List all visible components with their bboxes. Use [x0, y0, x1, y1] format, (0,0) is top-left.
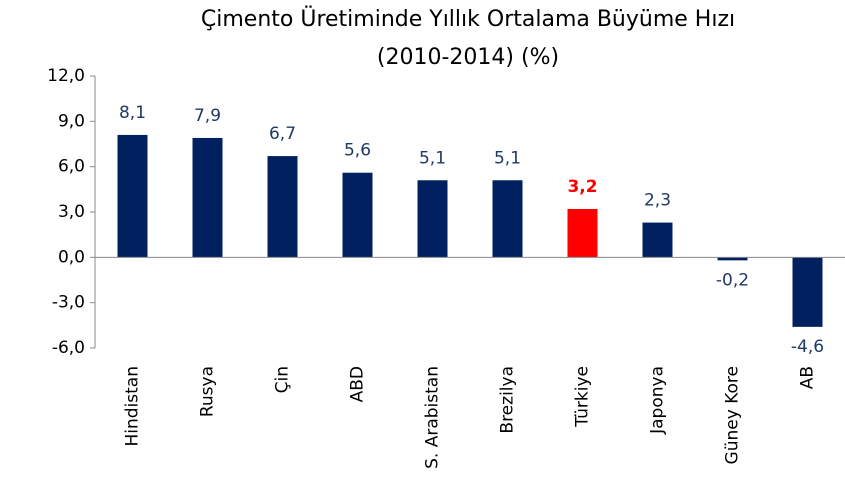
bar	[267, 156, 298, 258]
x-tick-label: Hindistan	[123, 366, 143, 447]
bar	[117, 134, 148, 258]
x-tick-label: Rusya	[198, 366, 218, 417]
x-tick-label: Türkiye	[573, 366, 593, 428]
chart-title: Çimento Üretiminde Yıllık Ortalama Büyüm…	[201, 6, 735, 32]
y-tick-label: 9,0	[58, 111, 85, 131]
y-tick-label: 0,0	[58, 247, 85, 267]
value-label: 5,6	[344, 141, 371, 161]
bar	[642, 222, 673, 258]
value-label: 7,9	[194, 106, 221, 126]
bar	[492, 180, 523, 258]
y-tick-label: 6,0	[58, 157, 85, 177]
x-tick-label: Japonya	[648, 366, 668, 435]
value-label: -4,6	[791, 337, 824, 357]
value-label: 5,1	[494, 148, 521, 168]
x-tick-label: S. Arabistan	[423, 366, 443, 469]
value-label: 2,3	[644, 191, 671, 211]
bar	[567, 208, 598, 258]
value-label: 8,1	[119, 103, 146, 123]
y-tick-label: -6,0	[52, 338, 85, 358]
x-tick-label: Çin	[273, 366, 293, 393]
bar	[792, 257, 823, 327]
value-label: 3,2	[567, 177, 597, 197]
value-label: 5,1	[419, 148, 446, 168]
bar	[417, 180, 448, 258]
bar	[192, 137, 223, 258]
bar	[342, 172, 373, 258]
x-tick-label: Güney Kore	[723, 366, 743, 464]
bar	[717, 257, 748, 261]
chart-title: (2010-2014) (%)	[377, 45, 559, 70]
value-label: -0,2	[716, 270, 749, 290]
y-tick-label: -3,0	[52, 293, 85, 313]
x-tick-label: AB	[798, 366, 818, 389]
y-tick-label: 12,0	[47, 66, 85, 86]
x-tick-label: Brezilya	[498, 366, 518, 434]
value-label: 6,7	[269, 124, 296, 144]
x-tick-label: ABD	[348, 366, 368, 402]
y-tick-label: 3,0	[58, 202, 85, 222]
